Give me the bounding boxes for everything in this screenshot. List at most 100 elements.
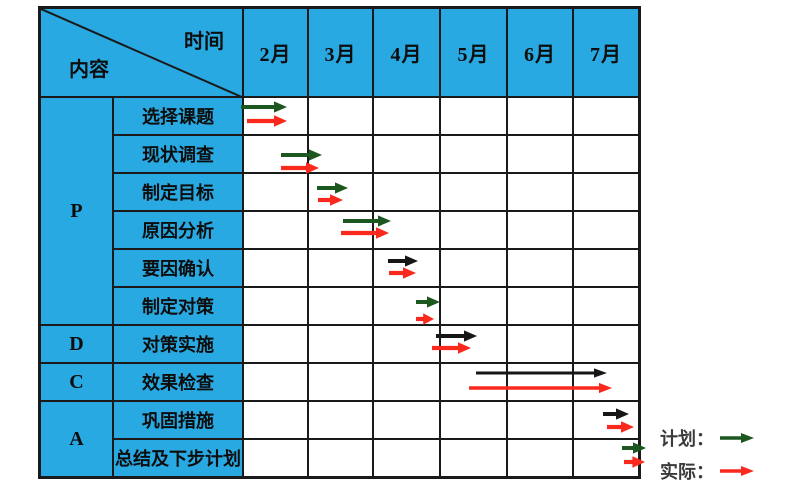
grid-cell — [308, 211, 373, 249]
grid-cell — [308, 401, 373, 439]
grid-cell — [373, 173, 440, 211]
task-cell-label: 选择课题 — [142, 107, 214, 127]
task-cell-label: 原因分析 — [142, 221, 214, 241]
grid-cell — [573, 97, 639, 135]
grid-cell — [440, 363, 507, 401]
grid-cell — [507, 325, 573, 363]
grid-cell — [373, 211, 440, 249]
phase-cell-d-label: D — [69, 332, 84, 355]
table-frame — [38, 6, 641, 479]
grid-cell — [440, 211, 507, 249]
legend-item-plan: 计划： — [660, 424, 790, 451]
grid-cell — [573, 211, 639, 249]
grid-cell — [243, 401, 308, 439]
grid-cell — [243, 363, 308, 401]
grid-cell — [507, 439, 573, 477]
diagonal-divider-line — [41, 9, 244, 98]
grid-cell — [243, 135, 308, 173]
grid-cell — [373, 363, 440, 401]
corner-header-cell: 时间 内容 — [40, 8, 244, 98]
grid-cell — [243, 97, 308, 135]
task-cell-label: 制定目标 — [142, 183, 214, 203]
grid-cell — [243, 211, 308, 249]
task-cell-label: 要因确认 — [142, 259, 214, 279]
grid-cell — [373, 287, 440, 325]
month-header-cell: 2月 — [243, 8, 308, 97]
grid-cell — [308, 249, 373, 287]
phase-cell-c: C — [40, 363, 113, 401]
grid-cell — [373, 439, 440, 477]
grid-cell — [573, 363, 639, 401]
grid-cell — [308, 287, 373, 325]
grid-cell — [440, 287, 507, 325]
month-header-cell-label: 3月 — [324, 44, 357, 66]
month-header-cell-label: 7月 — [590, 44, 622, 66]
task-cell-label: 现状调查 — [142, 145, 214, 165]
grid-cell — [573, 325, 639, 363]
grid-cell — [573, 401, 639, 439]
month-header-cell: 5月 — [440, 8, 507, 97]
legend-item-actual: 实际： — [660, 457, 790, 484]
grid-cell — [507, 287, 573, 325]
grid-cell — [507, 173, 573, 211]
task-cell: 要因确认 — [113, 249, 243, 287]
month-header-cell-label: 5月 — [457, 44, 490, 66]
phase-cell-d: D — [40, 325, 113, 363]
phase-cell-p-label: P — [70, 199, 83, 222]
grid-cell — [573, 173, 639, 211]
legend-actual-label: 实际： — [660, 461, 714, 482]
task-cell-label: 巩固措施 — [142, 411, 214, 431]
phase-cell-a-label: A — [69, 427, 84, 450]
task-cell: 选择课题 — [113, 97, 243, 135]
corner-label-content: 内容 — [69, 59, 109, 81]
grid-cell — [573, 135, 639, 173]
month-header-cell: 7月 — [573, 8, 639, 97]
task-cell: 制定目标 — [113, 173, 243, 211]
grid-cell — [243, 249, 308, 287]
phase-cell-p: P — [40, 97, 113, 325]
phase-cell-a: A — [40, 401, 113, 477]
grid-cell — [440, 439, 507, 477]
grid-cell — [507, 249, 573, 287]
grid-cell — [440, 249, 507, 287]
task-cell-label: 制定对策 — [142, 297, 214, 317]
grid-cell — [440, 325, 507, 363]
task-cell-label: 总结及下步计划 — [115, 449, 241, 469]
grid-cell — [573, 287, 639, 325]
grid-cell — [243, 173, 308, 211]
grid-cell — [308, 135, 373, 173]
task-cell: 现状调查 — [113, 135, 243, 173]
grid-cell — [308, 173, 373, 211]
month-header-cell-label: 2月 — [259, 44, 292, 66]
grid-cell — [308, 439, 373, 477]
grid-cell — [373, 249, 440, 287]
grid-cell — [373, 97, 440, 135]
grid-cell — [440, 173, 507, 211]
task-cell: 原因分析 — [113, 211, 243, 249]
grid-cell — [440, 401, 507, 439]
task-cell: 巩固措施 — [113, 401, 243, 439]
grid-cell — [373, 325, 440, 363]
grid-cell — [573, 439, 639, 477]
grid-cell — [440, 97, 507, 135]
grid-cell — [373, 135, 440, 173]
actual-arrow-icon — [720, 465, 754, 476]
task-cell-label: 效果检查 — [142, 373, 214, 393]
grid-cell — [308, 97, 373, 135]
legend: 计划： 实际： — [660, 424, 790, 490]
grid-cell — [308, 363, 373, 401]
grid-cell — [243, 325, 308, 363]
grid-cell — [308, 325, 373, 363]
grid-cell — [507, 211, 573, 249]
month-header-cell-label: 6月 — [524, 44, 556, 66]
task-cell-label: 对策实施 — [142, 335, 214, 355]
task-cell: 制定对策 — [113, 287, 243, 325]
phase-cell-c-label: C — [69, 370, 84, 393]
grid-cell — [573, 249, 639, 287]
month-header-cell: 3月 — [308, 8, 373, 97]
corner-label-time: 时间 — [184, 31, 224, 53]
grid-cell — [243, 287, 308, 325]
grid-cell — [507, 401, 573, 439]
month-header-cell: 4月 — [373, 8, 440, 97]
task-cell: 效果检查 — [113, 363, 243, 401]
